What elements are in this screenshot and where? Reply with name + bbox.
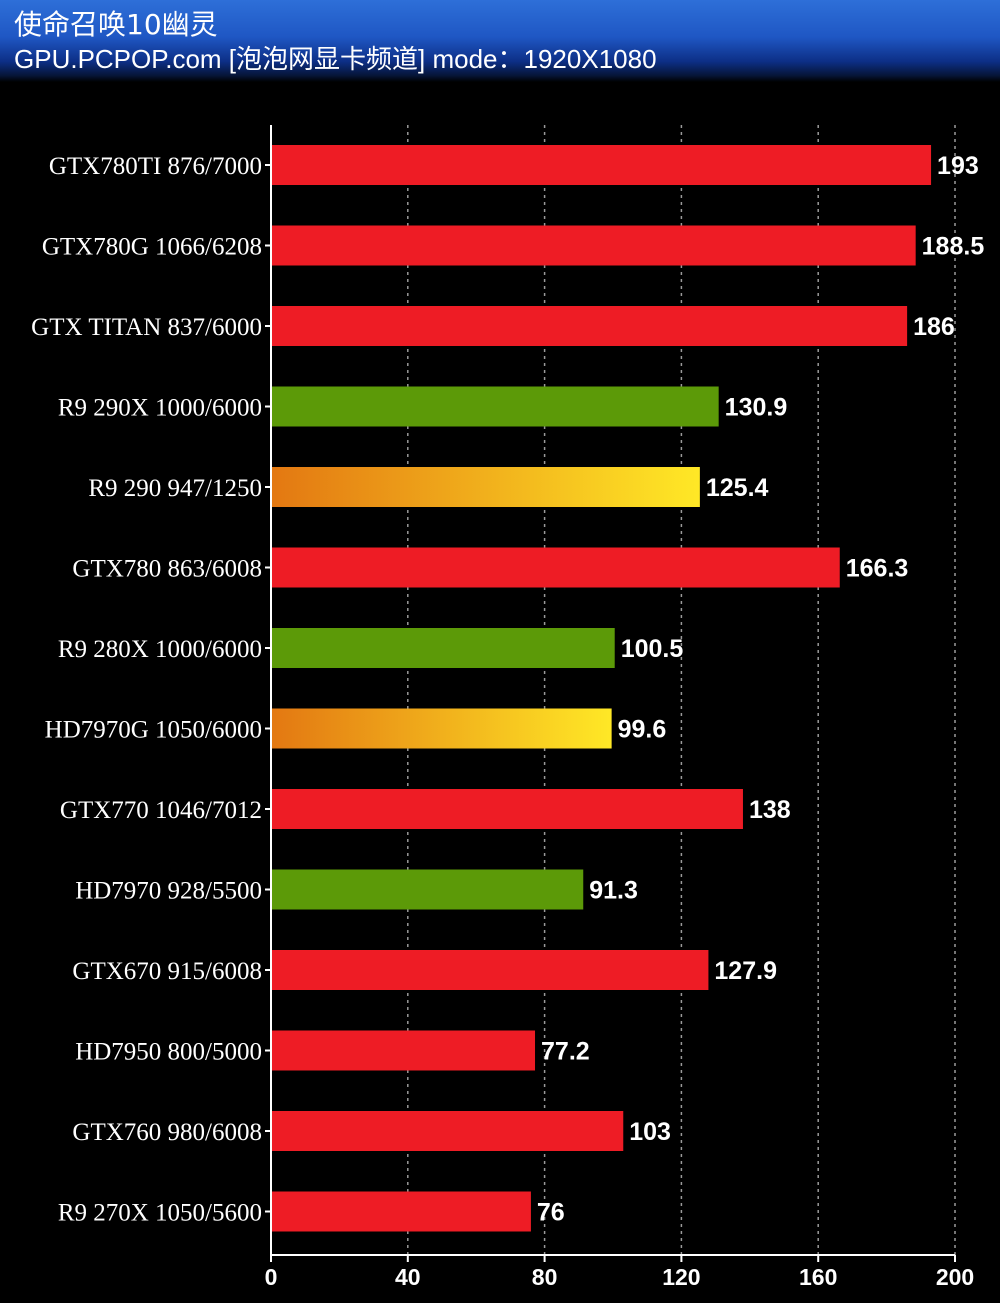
category-label: GTX780TI 876/7000 — [49, 153, 262, 180]
value-label: 130.9 — [725, 394, 788, 422]
x-tick-label: 120 — [662, 1264, 700, 1290]
bar — [272, 628, 615, 668]
chart-subtitle: GPU.PCPOP.com [泡泡网显卡频道] mode：1920X1080 — [14, 44, 657, 74]
value-label: 188.5 — [922, 233, 985, 261]
category-label: GTX780G 1066/6208 — [42, 234, 262, 261]
bar — [272, 306, 908, 346]
bar — [272, 1111, 624, 1151]
value-label: 193 — [937, 152, 979, 180]
category-label: GTX780 863/6008 — [72, 556, 262, 583]
value-label: 76 — [537, 1199, 565, 1227]
value-label: 99.6 — [618, 716, 667, 744]
bar — [272, 225, 916, 266]
category-label: GTX TITAN 837/6000 — [31, 314, 262, 341]
value-label: 127.9 — [714, 957, 777, 985]
category-label: R9 290X 1000/6000 — [58, 395, 262, 422]
value-label: 103 — [629, 1118, 671, 1146]
bar — [272, 1191, 531, 1232]
value-label: 186 — [913, 313, 955, 341]
category-label: HD7970G 1050/6000 — [45, 717, 262, 744]
gridlines — [407, 125, 956, 1255]
value-label: 100.5 — [621, 635, 684, 663]
x-tick-label: 200 — [936, 1264, 974, 1290]
category-label: HD7950 800/5000 — [75, 1039, 262, 1066]
x-tick-label: 80 — [532, 1264, 558, 1290]
value-label: 91.3 — [589, 877, 638, 905]
value-label: 125.4 — [706, 474, 769, 502]
category-label: GTX760 980/6008 — [72, 1119, 262, 1146]
bar — [272, 547, 840, 588]
bar — [272, 386, 719, 427]
x-tick-label: 40 — [395, 1264, 421, 1290]
x-tick-label: 0 — [265, 1264, 278, 1290]
labels: 0 40 80 120 160 200 GTX780TI 876/7000 193 GTX780… — [31, 152, 984, 1290]
value-label: 138 — [749, 796, 791, 824]
category-label: GTX670 915/6008 — [72, 958, 262, 985]
bar — [272, 708, 612, 749]
value-label: 77.2 — [541, 1038, 590, 1066]
bar — [272, 467, 700, 507]
category-label: R9 270X 1050/5600 — [58, 1200, 262, 1227]
bar — [272, 950, 709, 990]
category-label: R9 290 947/1250 — [88, 475, 262, 502]
value-label: 166.3 — [846, 555, 909, 583]
chart-header: 使命召唤10幽灵 GPU.PCPOP.com [泡泡网显卡频道] mode：19… — [0, 0, 1000, 82]
bar — [272, 869, 584, 910]
axes — [265, 125, 956, 1262]
x-tick-label: 160 — [799, 1264, 837, 1290]
bars — [272, 145, 932, 1232]
category-label: HD7970 928/5500 — [75, 878, 262, 905]
bar — [272, 789, 743, 829]
bar — [272, 145, 932, 185]
category-label: GTX770 1046/7012 — [60, 797, 262, 824]
bar — [272, 1030, 536, 1071]
category-label: R9 280X 1000/6000 — [58, 636, 262, 663]
chart-title: 使命召唤10幽灵 — [14, 8, 218, 41]
